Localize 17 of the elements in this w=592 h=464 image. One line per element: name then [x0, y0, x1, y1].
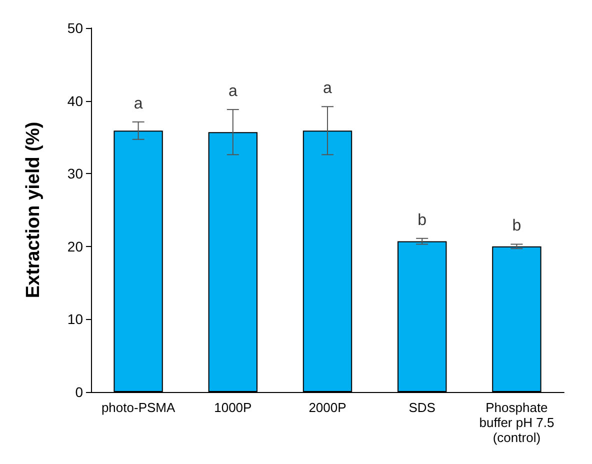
annotation: a: [228, 83, 238, 100]
annotation: a: [134, 95, 143, 112]
x-tick-label: Phosphate buffer pH 7.5 (control): [479, 400, 554, 445]
y-axis-title: Extraction yield (%): [23, 122, 44, 298]
y-tick-label: 10: [67, 311, 84, 328]
y-tick-label: 20: [67, 238, 84, 254]
y-tick-label: 40: [67, 92, 84, 109]
y-tick-label: 0: [75, 384, 84, 400]
y-tick-label: 50: [67, 20, 84, 36]
x-tick-label: SDS: [408, 400, 436, 415]
y-tick-label: 30: [67, 166, 84, 182]
annotation: a: [323, 80, 332, 98]
x-tick-label: 2000P: [308, 400, 346, 415]
annotation: b: [512, 218, 522, 235]
x-tick-label: 1000P: [214, 400, 252, 415]
x-tick-label: photo-PSMA: [101, 400, 176, 415]
annotation: b: [418, 212, 427, 229]
